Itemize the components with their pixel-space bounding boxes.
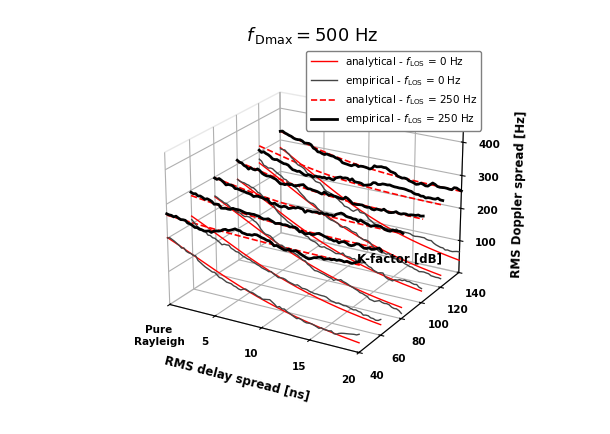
Title: $\mathit{f}_{\,\mathrm{Dmax}} = 500$ Hz: $\mathit{f}_{\,\mathrm{Dmax}} = 500$ Hz <box>246 25 379 46</box>
Legend: analytical - $\mathit{f}_{\mathrm{LOS}}$ = 0 Hz, empirical - $\mathit{f}_{\mathr: analytical - $\mathit{f}_{\mathrm{LOS}}$… <box>306 51 481 131</box>
X-axis label: RMS delay spread [ns]: RMS delay spread [ns] <box>163 354 310 404</box>
